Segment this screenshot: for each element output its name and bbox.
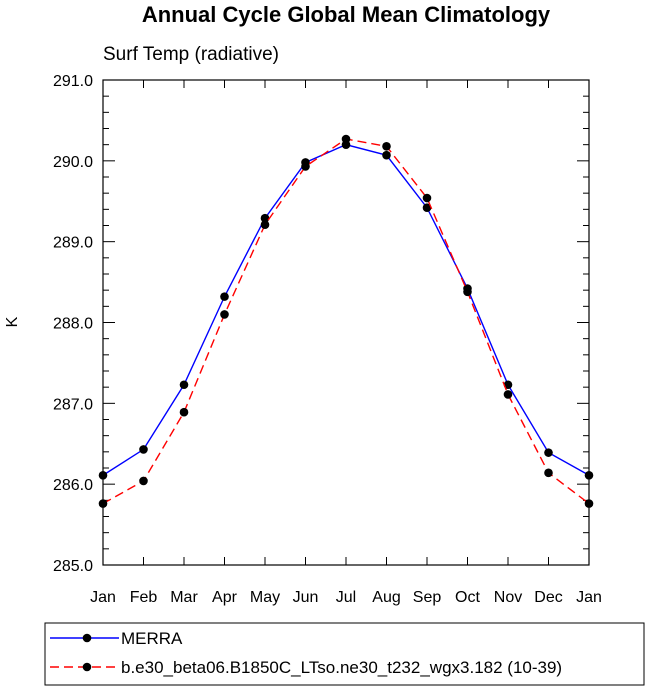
series-2-point: [98, 499, 108, 508]
x-tick-labels: Jan Feb Mar Apr May Jun Jul Aug Sep Oct Nov Dec Jan: [90, 589, 602, 606]
y-tick-label: 286.0: [53, 477, 93, 494]
x-tick-label: Jan: [90, 589, 116, 606]
legend-label-2: b.e30_beta06.B1850C_LTso.ne30_t232_wgx3.…: [121, 658, 562, 677]
series-layer: [98, 134, 594, 508]
series-1-point: [179, 380, 189, 390]
x-tick-label: Aug: [372, 589, 400, 606]
x-tick-label: Jul: [336, 589, 356, 606]
y-tick-label: 287.0: [53, 396, 93, 413]
series-1-point: [503, 380, 513, 390]
series-2-point: [463, 287, 472, 297]
y-tick-label: 289.0: [53, 235, 93, 252]
y-tick-label: 291.0: [53, 73, 93, 90]
legend-marker-1: [82, 633, 92, 643]
series-1-point: [382, 150, 391, 160]
series-1-point: [584, 470, 594, 480]
x-tick-label: Dec: [534, 589, 562, 606]
x-tick-label: May: [250, 589, 280, 606]
x-tick-label: Nov: [494, 589, 522, 606]
series-2-point: [139, 476, 148, 486]
series-1-point: [139, 445, 148, 454]
x-tick-label: Jan: [576, 589, 602, 606]
legend-box: [44, 622, 645, 686]
series-2-point: [179, 407, 189, 417]
series-line-1: [102, 143, 590, 476]
series-1-point: [544, 448, 553, 457]
series-2-point: [341, 134, 351, 144]
series-1-point: [220, 292, 229, 301]
series-1-point: [422, 203, 432, 213]
series-1-point: [98, 470, 108, 480]
series-2-point: [382, 141, 391, 151]
y-tick-labels: 285.0 286.0 287.0 288.0 289.0 290.0 291.0: [53, 73, 93, 575]
x-tick-label: Oct: [455, 589, 480, 606]
plot-area-frame: [102, 79, 590, 566]
series-2-point: [544, 468, 553, 478]
y-axis-label: K: [4, 316, 21, 327]
chart-subtitle: Surf Temp (radiative): [103, 44, 279, 65]
x-tick-label: Jun: [293, 589, 319, 606]
series-2-point: [301, 162, 310, 171]
series-line-2: [102, 138, 590, 505]
chart-title: Annual Cycle Global Mean Climatology: [142, 2, 551, 27]
axis-ticks: [102, 79, 590, 566]
x-tick-label: Sep: [413, 589, 442, 606]
legend-label-1: MERRA: [121, 629, 183, 648]
series-2-point: [260, 220, 270, 229]
x-tick-label: Feb: [130, 589, 158, 606]
series-2-point: [584, 499, 594, 508]
legend-marker-2: [82, 662, 92, 672]
legend: MERRA b.e30_beta06.B1850C_LTso.ne30_t232_…: [50, 629, 562, 677]
series-1-point: [260, 213, 270, 223]
series-2-point: [422, 193, 432, 203]
series-2-point: [503, 390, 513, 399]
y-tick-label: 290.0: [53, 154, 93, 171]
y-tick-label: 288.0: [53, 316, 93, 333]
x-tick-label: Mar: [170, 589, 198, 606]
series-2-point: [220, 310, 229, 319]
x-tick-label: Apr: [212, 589, 238, 606]
y-tick-label: 285.0: [53, 558, 93, 575]
